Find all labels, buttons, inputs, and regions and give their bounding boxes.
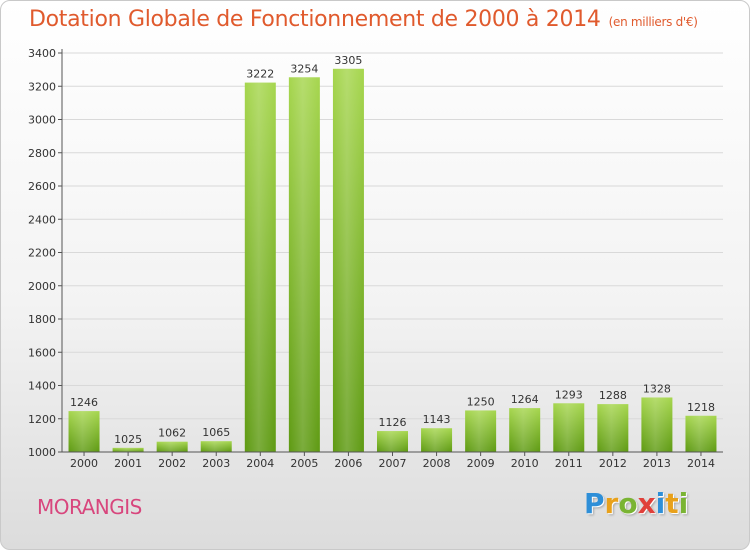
data-label: 1126 xyxy=(379,416,407,429)
data-label: 1143 xyxy=(423,413,451,426)
y-tick-label: 1600 xyxy=(28,346,56,359)
x-tick-label: 2007 xyxy=(379,457,407,470)
bar-shine xyxy=(465,410,497,452)
bar-shine xyxy=(641,397,673,452)
bar-shine xyxy=(288,77,320,453)
y-tick-label: 1800 xyxy=(28,313,56,326)
x-tick-label: 2006 xyxy=(334,457,362,470)
bar-shine xyxy=(509,408,541,452)
x-tick-label: 2013 xyxy=(643,457,671,470)
logo-letter: r xyxy=(604,487,619,520)
x-tick-label: 2011 xyxy=(555,457,583,470)
data-label: 3254 xyxy=(290,62,318,75)
bar-shine xyxy=(553,403,585,452)
data-label: 1025 xyxy=(114,433,142,446)
y-tick-label: 1400 xyxy=(28,380,56,393)
data-label: 1293 xyxy=(555,388,583,401)
x-tick-label: 2010 xyxy=(511,457,539,470)
x-tick-label: 2000 xyxy=(70,457,98,470)
bars-layer xyxy=(68,68,717,453)
x-tick-label: 2008 xyxy=(423,457,451,470)
bar-shine xyxy=(597,404,629,452)
y-tick-label: 1000 xyxy=(28,446,56,459)
data-label: 3305 xyxy=(334,54,362,67)
bar-shine xyxy=(332,68,364,452)
logo-letter: i xyxy=(655,487,666,520)
axis-layer: 1000 1200 1400 1600 1800 2000 2200 2400 2600 2800… xyxy=(28,47,723,459)
y-tick-label: 2200 xyxy=(28,247,56,260)
y-tick-label: 3000 xyxy=(28,114,56,127)
data-label: 1218 xyxy=(687,401,715,414)
x-tick-label: 2014 xyxy=(687,457,715,470)
chart-subtitle: (en milliers d'€) xyxy=(608,15,698,29)
y-tick-label: 2000 xyxy=(28,280,56,293)
x-tick-label: 2012 xyxy=(599,457,627,470)
y-tick-label: 2400 xyxy=(28,213,56,226)
bar-shine xyxy=(377,431,408,452)
logo-letter: t xyxy=(665,487,679,520)
bar-shine xyxy=(685,415,717,452)
y-tick-label: 2800 xyxy=(28,147,56,160)
labels-layer: 1246 2000 1025 2001 1062 2002 1065 2003 3222 2004… xyxy=(70,54,715,470)
proxiti-logo: Proxiti xyxy=(584,487,688,520)
data-label: 1288 xyxy=(599,389,627,402)
data-label: 1065 xyxy=(202,426,230,439)
bar-shine xyxy=(68,411,100,452)
x-tick-label: 2002 xyxy=(158,457,186,470)
x-tick-label: 2004 xyxy=(246,457,274,470)
bar-shine xyxy=(200,441,232,452)
logo-letter: i xyxy=(678,487,689,520)
x-tick-label: 2003 xyxy=(202,457,230,470)
y-tick-label: 3400 xyxy=(28,47,56,60)
bar-shine xyxy=(421,428,453,452)
y-tick-label: 2600 xyxy=(28,180,56,193)
data-label: 1328 xyxy=(643,382,671,395)
data-label: 1246 xyxy=(70,396,98,409)
city-name: MORANGIS xyxy=(37,495,142,519)
logo-letter: o xyxy=(618,487,638,520)
data-label: 1062 xyxy=(158,427,186,440)
bar-shine xyxy=(156,441,188,452)
x-tick-label: 2001 xyxy=(114,457,142,470)
x-tick-label: 2005 xyxy=(290,457,318,470)
data-label: 3222 xyxy=(246,68,274,81)
x-tick-label: 2009 xyxy=(467,457,495,470)
data-label: 1264 xyxy=(511,393,539,406)
bar-shine xyxy=(244,82,276,452)
y-tick-label: 3200 xyxy=(28,80,56,93)
logo-letter: x xyxy=(637,487,656,520)
y-tick-label: 1200 xyxy=(28,413,56,426)
logo-letter: P xyxy=(584,487,605,520)
bar-shine xyxy=(112,447,144,452)
chart-title: Dotation Globale de Fonctionnement de 20… xyxy=(29,7,698,32)
chart-title-text: Dotation Globale de Fonctionnement de 20… xyxy=(29,7,601,32)
data-label: 1250 xyxy=(467,395,495,408)
